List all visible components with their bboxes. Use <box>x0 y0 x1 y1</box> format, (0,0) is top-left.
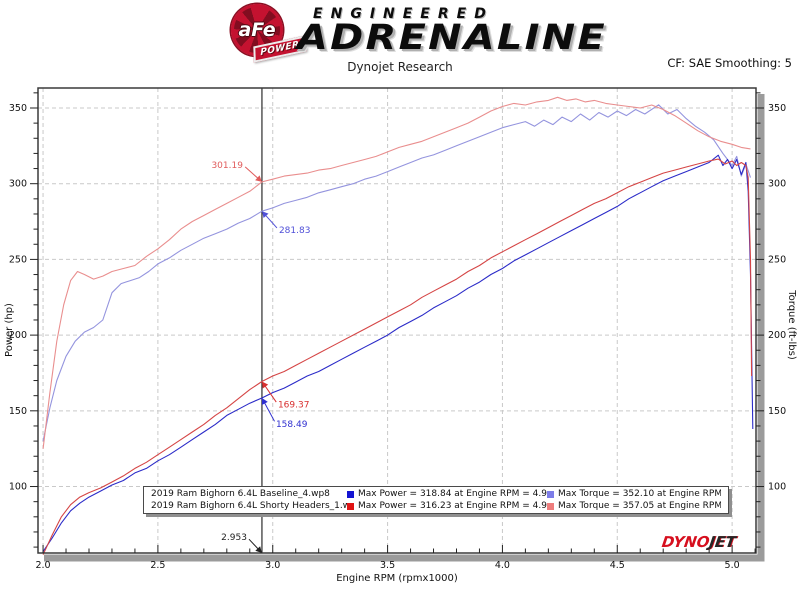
dynojet-logo-dyno: DYNO <box>660 533 711 551</box>
svg-text:5.0: 5.0 <box>725 560 740 571</box>
power-swatch-red <box>347 502 354 510</box>
tick-labels: 2.0 2.5 3.0 3.5 4.0 4.5 5.0 100 100 150 150 200 200 2… <box>9 103 786 571</box>
plot-background <box>38 88 756 553</box>
max-power-cell: Max Power = 316.23 at Engine RPM = 4.94 <box>347 500 547 512</box>
max-power-cell: Max Power = 318.84 at Engine RPM = 4.94 <box>347 488 547 500</box>
report-subtitle: Dynojet Research <box>347 60 453 74</box>
plot-frame <box>37 87 757 554</box>
svg-text:3.5: 3.5 <box>380 560 395 571</box>
svg-text:350: 350 <box>768 103 786 114</box>
frame-shadow-right <box>757 94 765 561</box>
annotation-arrow <box>261 397 268 405</box>
max-power-value: Max Power = 318.84 at Engine RPM = 4.94 <box>358 489 547 499</box>
brand-wordmark: ENGINEERED ADRENALINE <box>297 4 605 56</box>
afe-logo-text: aFe <box>238 19 276 41</box>
run-name: 2019 Ram Bighorn 6.4L Shorty Headers_1.w… <box>151 501 347 511</box>
legend-row-shorty: 2019 Ram Bighorn 6.4L Shorty Headers_1.w… <box>144 500 728 512</box>
svg-text:3.0: 3.0 <box>265 560 280 571</box>
adrenaline-text: ADRENALINE <box>297 18 608 58</box>
curve-power-baseline <box>42 154 754 552</box>
engineered-text: ENGINEERED <box>313 6 494 22</box>
curve-power-shorty <box>42 158 753 555</box>
annotation-301.19: 301.19 <box>211 161 243 171</box>
annotation-arrow <box>261 381 269 389</box>
svg-text:300: 300 <box>768 179 786 190</box>
svg-text:300: 300 <box>9 179 27 190</box>
curve-torque-baseline <box>42 104 752 442</box>
afe-power-logo: aFe POWER <box>231 4 307 63</box>
annotation-158.49: 158.49 <box>276 420 308 430</box>
svg-text:2.5: 2.5 <box>150 560 165 571</box>
svg-text:100: 100 <box>9 482 27 493</box>
max-torque-cell: Max Torque = 357.05 at Engine RPM = 4.24 <box>547 500 721 512</box>
brand-header: aFe POWER ENGINEERED ADRENALINE <box>0 4 800 63</box>
annotation-arrow <box>255 546 262 553</box>
max-torque-value: Max Torque = 352.10 at Engine RPM = 4.68 <box>558 489 721 499</box>
run-legend: 2019 Ram Bighorn 6.4L Baseline_4.wp8 Max… <box>143 486 729 514</box>
annotation-arrow <box>261 211 269 219</box>
axis-ticks <box>30 92 764 553</box>
power-axis-label: Power (hp) <box>4 303 15 357</box>
svg-text:4.0: 4.0 <box>495 560 510 571</box>
annotation-281.83: 281.83 <box>279 226 311 236</box>
dynojet-logo: DYNOJET <box>661 533 737 551</box>
svg-text:150: 150 <box>9 406 27 417</box>
dyno-chart[interactable]: Power (hp) Torque (ft-lbs) Engine RPM (r… <box>0 85 800 585</box>
annotation-169.37: 169.37 <box>278 400 310 410</box>
rpm-axis-label: Engine RPM (rpmx1000) <box>336 573 458 584</box>
svg-text:150: 150 <box>768 406 786 417</box>
svg-text:250: 250 <box>9 254 27 265</box>
legend-row-baseline: 2019 Ram Bighorn 6.4L Baseline_4.wp8 Max… <box>144 488 728 500</box>
run-name: 2019 Ram Bighorn 6.4L Baseline_4.wp8 <box>151 489 330 499</box>
torque-swatch-lightblue <box>547 490 554 498</box>
smoothing-setting: CF: SAE Smoothing: 5 <box>667 56 792 70</box>
svg-text:200: 200 <box>768 330 786 341</box>
max-torque-value: Max Torque = 357.05 at Engine RPM = 4.24 <box>558 501 721 511</box>
svg-text:100: 100 <box>768 482 786 493</box>
svg-text:250: 250 <box>768 254 786 265</box>
torque-axis-label: Torque (ft-lbs) <box>786 289 797 360</box>
svg-text:350: 350 <box>9 103 27 114</box>
power-swatch-blue <box>347 490 354 498</box>
svg-text:2.0: 2.0 <box>35 560 50 571</box>
max-torque-cell: Max Torque = 352.10 at Engine RPM = 4.68 <box>547 488 721 500</box>
svg-text:4.5: 4.5 <box>610 560 625 571</box>
dynojet-logo-jet: JET <box>708 533 737 551</box>
annotation-2.953: 2.953 <box>221 533 247 543</box>
frame-shadow-bottom <box>44 554 765 562</box>
curve-torque-shorty <box>42 96 751 449</box>
annotation-arrow <box>255 175 262 182</box>
svg-text:200: 200 <box>9 330 27 341</box>
max-power-value: Max Power = 316.23 at Engine RPM = 4.94 <box>358 501 547 511</box>
torque-swatch-lightred <box>547 502 554 510</box>
